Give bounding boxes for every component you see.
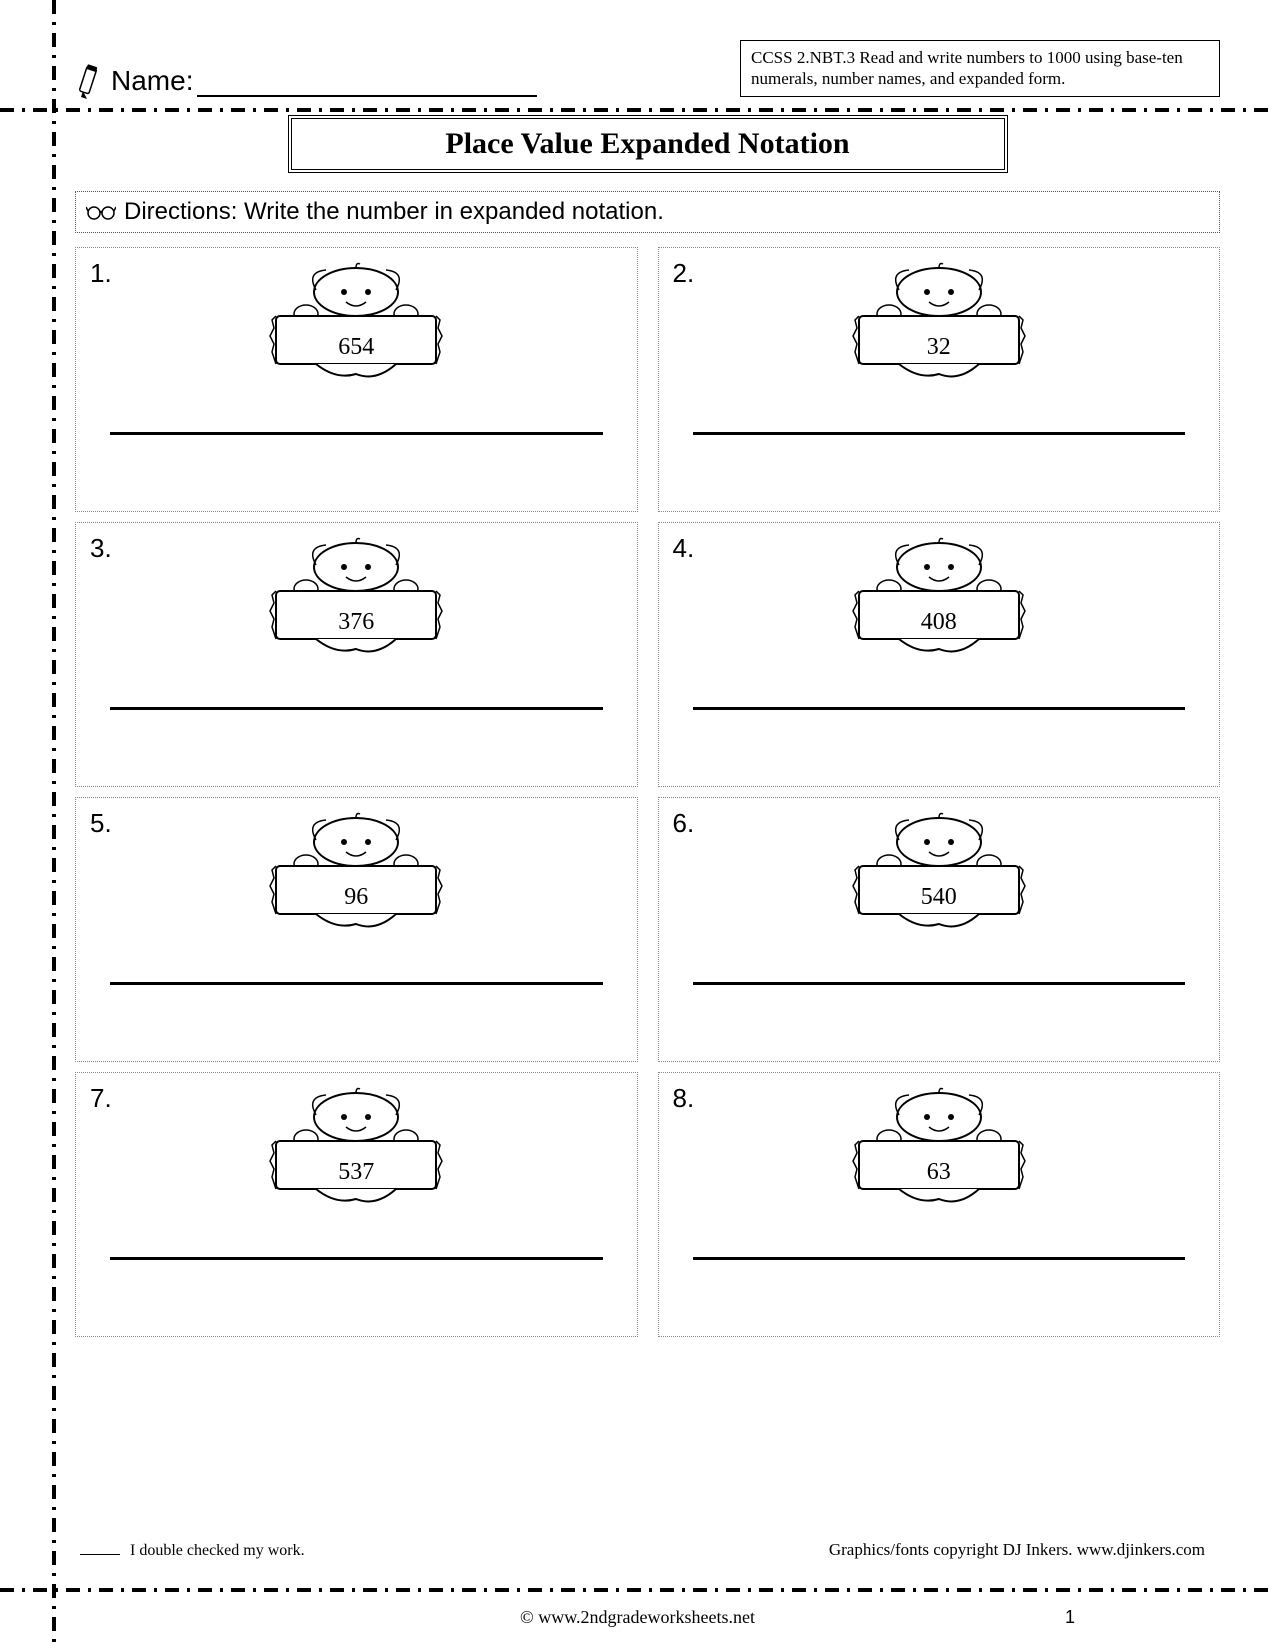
answer-line[interactable] xyxy=(693,707,1186,710)
problem-number: 4. xyxy=(673,533,695,564)
pumpkin-sign-icon xyxy=(246,537,466,667)
name-input-line[interactable] xyxy=(197,71,537,97)
answer-line[interactable] xyxy=(110,432,603,435)
answer-line[interactable] xyxy=(693,432,1186,435)
problem-cell: 1. 654 xyxy=(75,247,638,512)
problem-cell: 4. 408 xyxy=(658,522,1221,787)
problem-number: 2. xyxy=(673,258,695,289)
standards-box: CCSS 2.NBT.3 Read and write numbers to 1… xyxy=(740,40,1220,97)
pumpkin-sign-icon xyxy=(829,537,1049,667)
answer-line[interactable] xyxy=(693,1257,1186,1260)
problem-value: 376 xyxy=(246,609,466,636)
answer-line[interactable] xyxy=(110,1257,603,1260)
problem-cell: 5. 96 xyxy=(75,797,638,1062)
problem-number: 7. xyxy=(90,1083,112,1114)
answer-line[interactable] xyxy=(693,982,1186,985)
problem-cell: 6. 540 xyxy=(658,797,1221,1062)
problem-value: 63 xyxy=(829,1159,1049,1186)
check-blank[interactable] xyxy=(80,1554,120,1555)
footer-credit: Graphics/fonts copyright DJ Inkers. www.… xyxy=(829,1540,1205,1560)
pumpkin-sign-icon xyxy=(246,812,466,942)
directions-box: Directions: Write the number in expanded… xyxy=(75,191,1220,233)
problem-value: 540 xyxy=(829,884,1049,911)
footer-check: I double checked my work. xyxy=(80,1542,305,1560)
directions-text: Directions: Write the number in expanded… xyxy=(124,198,664,226)
glasses-icon xyxy=(86,203,116,221)
problems-grid: 1. 654 xyxy=(75,247,1220,1337)
header-row: Name: CCSS 2.NBT.3 Read and write number… xyxy=(75,30,1220,97)
problem-cell: 7. 537 xyxy=(75,1072,638,1337)
problem-number: 1. xyxy=(90,258,112,289)
pencil-icon xyxy=(75,63,105,103)
footer-page-number: 1 xyxy=(1065,1607,1075,1628)
pumpkin-sign-icon xyxy=(829,812,1049,942)
name-label: Name: xyxy=(111,65,193,97)
problem-number: 5. xyxy=(90,808,112,839)
problem-value: 96 xyxy=(246,884,466,911)
problem-cell: 8. 63 xyxy=(658,1072,1221,1337)
pumpkin-frame: 654 xyxy=(90,262,623,392)
answer-line[interactable] xyxy=(110,982,603,985)
footer-site: © www.2ndgradeworksheets.net xyxy=(520,1607,755,1628)
pumpkin-sign-icon xyxy=(829,1087,1049,1217)
problem-cell: 3. 376 xyxy=(75,522,638,787)
name-block: Name: xyxy=(75,57,537,97)
pumpkin-sign-icon xyxy=(246,1087,466,1217)
pumpkin-sign-icon xyxy=(829,262,1049,392)
pumpkin-sign-icon xyxy=(246,262,466,392)
worksheet-title: Place Value Expanded Notation xyxy=(288,115,1008,173)
problem-value: 537 xyxy=(246,1159,466,1186)
problem-number: 3. xyxy=(90,533,112,564)
worksheet-page: Name: CCSS 2.NBT.3 Read and write number… xyxy=(75,30,1220,1590)
problem-cell: 2. 32 xyxy=(658,247,1221,512)
check-text: I double checked my work. xyxy=(130,1542,305,1559)
problem-number: 8. xyxy=(673,1083,695,1114)
cutline-left xyxy=(52,0,56,1650)
problem-number: 6. xyxy=(673,808,695,839)
problem-value: 654 xyxy=(246,334,466,361)
problem-value: 408 xyxy=(829,609,1049,636)
answer-line[interactable] xyxy=(110,707,603,710)
problem-value: 32 xyxy=(829,334,1049,361)
